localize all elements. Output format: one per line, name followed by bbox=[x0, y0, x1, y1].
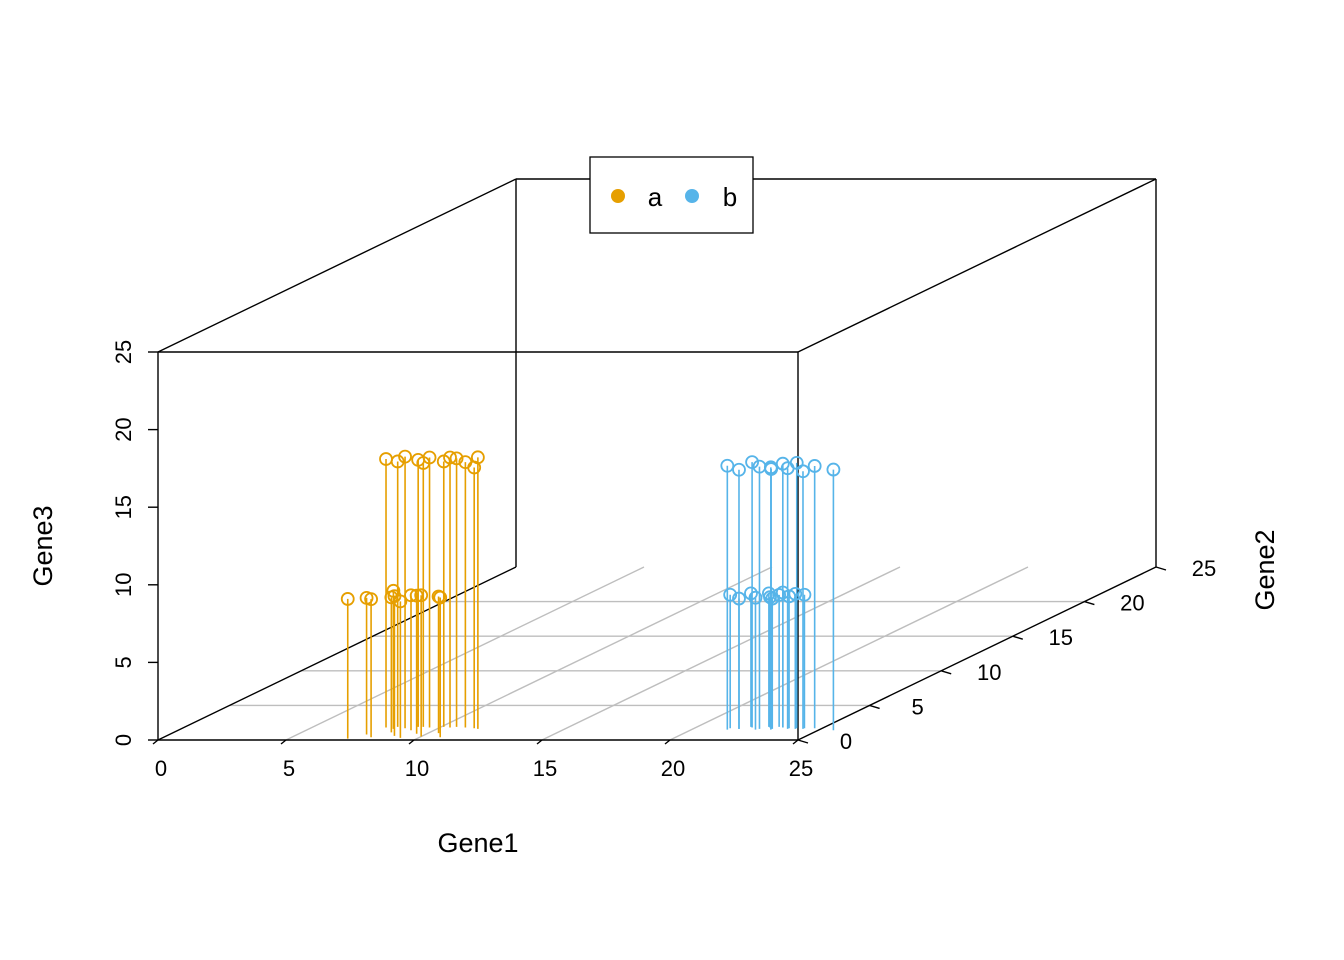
x-tick-label: 10 bbox=[405, 756, 429, 781]
z-tick-label: 10 bbox=[111, 573, 136, 597]
z-tick-label: 5 bbox=[111, 656, 136, 668]
point bbox=[364, 592, 378, 607]
x-axis-title: Gene1 bbox=[437, 828, 518, 858]
point bbox=[826, 462, 841, 477]
z-tick-label: 25 bbox=[111, 340, 136, 364]
y-tick-label: 15 bbox=[1049, 625, 1073, 650]
legend-label-b: b bbox=[723, 182, 737, 212]
point bbox=[390, 454, 405, 469]
plot-box bbox=[157, 178, 1157, 741]
point bbox=[745, 455, 759, 470]
series-a bbox=[340, 449, 485, 739]
y-tick bbox=[1012, 635, 1024, 640]
x-tick-label: 15 bbox=[533, 756, 557, 781]
legend-label-a: a bbox=[648, 182, 663, 212]
box-edge bbox=[797, 566, 1157, 741]
y-tick-label: 20 bbox=[1120, 591, 1144, 616]
x-tick bbox=[792, 739, 799, 745]
point bbox=[796, 464, 810, 479]
point bbox=[414, 588, 429, 603]
point bbox=[433, 590, 448, 605]
y-tick bbox=[1084, 600, 1095, 606]
z-tick-label: 15 bbox=[111, 495, 136, 519]
legend: a b bbox=[589, 156, 754, 234]
box-edge bbox=[157, 566, 517, 741]
point bbox=[807, 459, 822, 473]
z-axis-title: Gene3 bbox=[28, 505, 58, 586]
x-tick bbox=[536, 739, 543, 745]
point bbox=[748, 590, 763, 605]
series-b bbox=[720, 455, 841, 731]
y-tick bbox=[1155, 566, 1167, 571]
x-tick-label: 25 bbox=[789, 756, 813, 781]
point bbox=[443, 450, 457, 465]
point bbox=[772, 588, 787, 602]
y-tick-label: 25 bbox=[1192, 556, 1216, 581]
point bbox=[744, 586, 758, 601]
legend-marker-a bbox=[611, 189, 625, 203]
z-tick-label: 0 bbox=[111, 734, 136, 746]
point bbox=[340, 592, 355, 606]
box-edge bbox=[157, 178, 517, 353]
x-tick bbox=[664, 739, 671, 745]
point bbox=[393, 594, 408, 609]
x-tick-label: 20 bbox=[661, 756, 685, 781]
y-axis-title: Gene2 bbox=[1250, 529, 1280, 610]
point bbox=[732, 462, 746, 477]
x-tick-label: 0 bbox=[155, 756, 167, 781]
point bbox=[763, 460, 778, 475]
legend-marker-b bbox=[685, 189, 699, 203]
point bbox=[788, 587, 803, 601]
box-edge bbox=[797, 178, 1157, 353]
point bbox=[720, 458, 735, 473]
y-tick bbox=[797, 739, 809, 744]
y-tick bbox=[940, 670, 952, 675]
z-tick-label: 20 bbox=[111, 417, 136, 441]
point bbox=[386, 583, 401, 598]
x-tick bbox=[408, 739, 415, 745]
floor-grid bbox=[229, 566, 1085, 741]
point bbox=[797, 587, 812, 602]
x-tick-label: 5 bbox=[283, 756, 295, 781]
point bbox=[775, 456, 790, 471]
y-tick-label: 5 bbox=[911, 694, 923, 719]
point bbox=[763, 590, 777, 605]
point bbox=[416, 456, 431, 470]
axis-ticks: 0 5 10 15 20 25 0 5 10 15 20 25 0 5 10 15 20 25 bbox=[111, 340, 1216, 781]
data-points bbox=[340, 449, 841, 739]
y-tick bbox=[869, 704, 880, 710]
y-tick-label: 10 bbox=[977, 660, 1001, 685]
point bbox=[470, 450, 485, 465]
grid-line-x bbox=[413, 566, 773, 741]
x-tick bbox=[280, 739, 287, 745]
grid-line-x bbox=[541, 566, 901, 741]
y-tick-label: 0 bbox=[840, 729, 852, 754]
point bbox=[723, 587, 738, 602]
point bbox=[398, 449, 412, 464]
